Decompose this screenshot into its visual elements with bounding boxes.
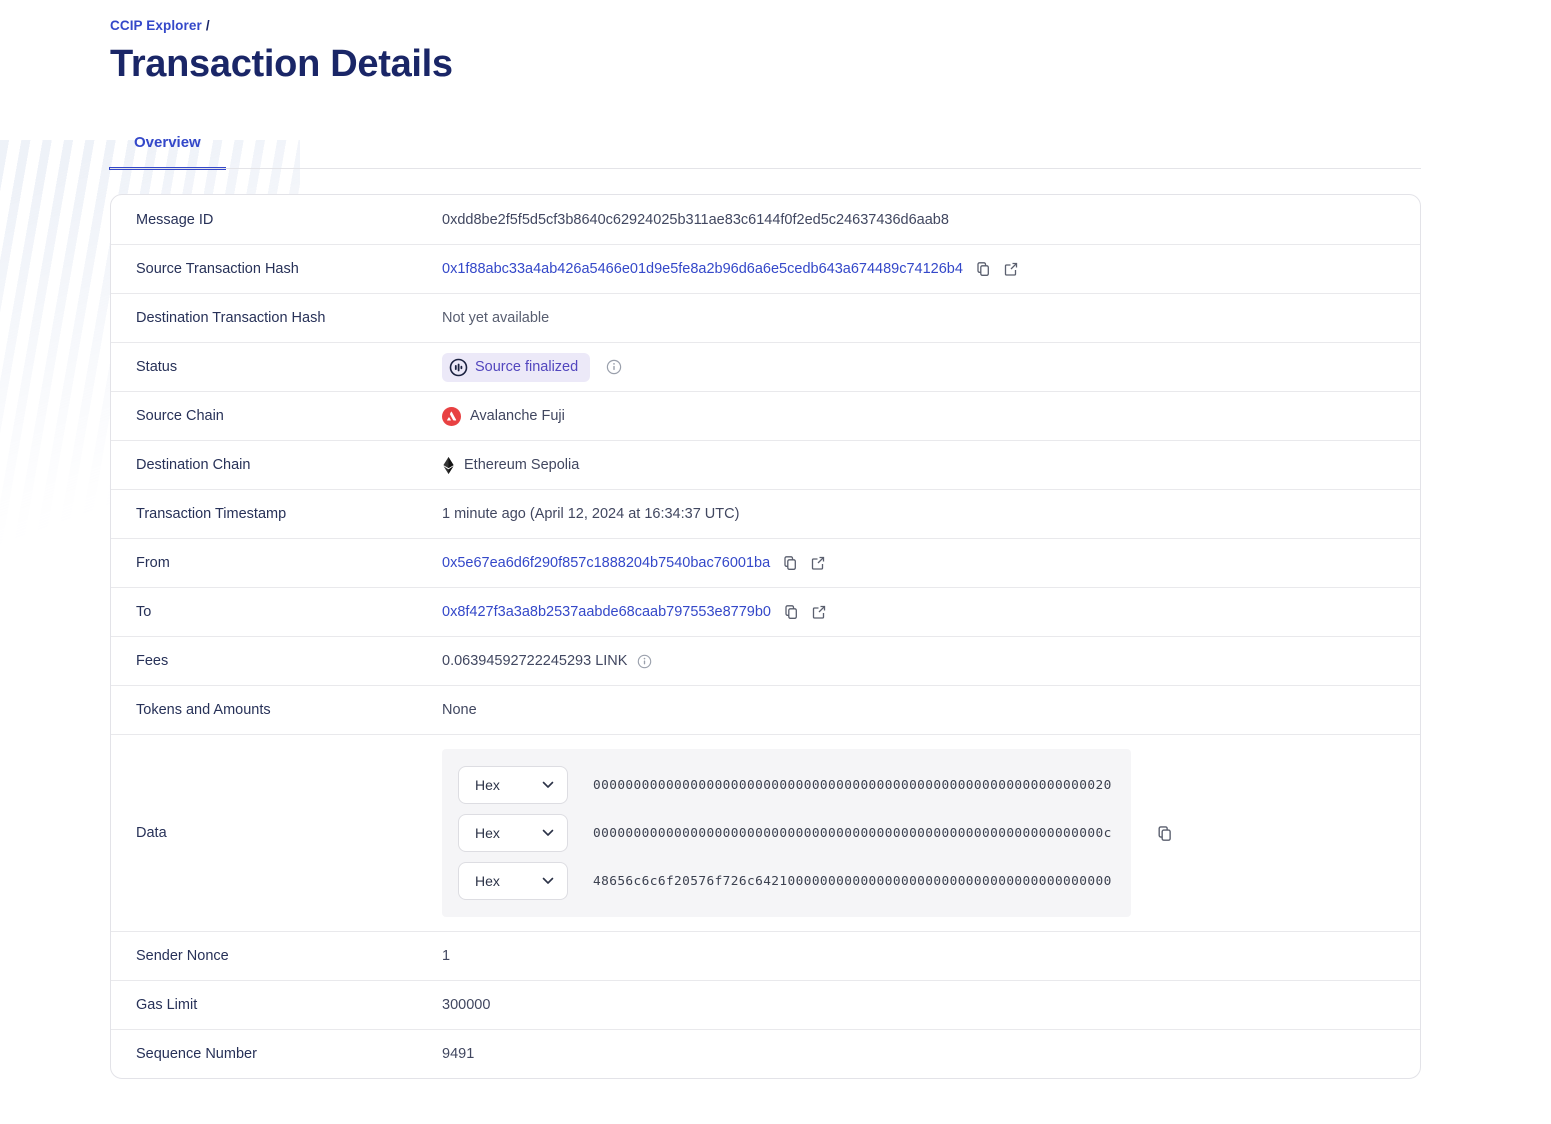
hex-encoding-select[interactable]: Hex — [458, 766, 568, 804]
data-hex-value: 48656c6c6f20576f726c64210000000000000000… — [593, 873, 1112, 889]
dest-tx-hash-label: Destination Transaction Hash — [136, 310, 326, 326]
table-row-sender-nonce: Sender Nonce 1 — [111, 931, 1420, 980]
data-label: Data — [136, 825, 167, 841]
table-row-dest-chain: Destination Chain Ethereum Sepolia — [111, 440, 1420, 489]
source-chain-label: Source Chain — [136, 408, 224, 424]
data-line: Hex 000000000000000000000000000000000000… — [458, 814, 1115, 852]
tab-overview[interactable]: Overview — [109, 134, 226, 170]
to-address-link[interactable]: 0x8f427f3a3a8b2537aabde68caab797553e8779… — [442, 604, 771, 620]
message-id-value: 0xdd8be2f5f5d5cf3b8640c62924025b311ae83c… — [442, 211, 949, 228]
sequence-number-label: Sequence Number — [136, 1046, 257, 1062]
table-row-fees: Fees 0.06394592722245293 LINK — [111, 636, 1420, 685]
transaction-details-table: Message ID 0xdd8be2f5f5d5cf3b8640c629240… — [110, 194, 1421, 1079]
table-row-gas-limit: Gas Limit 300000 — [111, 980, 1420, 1029]
dest-chain-label: Destination Chain — [136, 457, 251, 473]
breadcrumb: CCIP Explorer / — [110, 18, 1421, 33]
table-row-status: Status Source finalized — [111, 342, 1420, 391]
avalanche-icon — [442, 406, 461, 426]
breadcrumb-ccip-explorer-link[interactable]: CCIP Explorer — [110, 18, 202, 33]
table-row-message-id: Message ID 0xdd8be2f5f5d5cf3b8640c629240… — [111, 195, 1420, 244]
hex-encoding-select[interactable]: Hex — [458, 862, 568, 900]
table-row-source-chain: Source Chain Avalanche Fuji — [111, 391, 1420, 440]
timestamp-label: Transaction Timestamp — [136, 506, 287, 522]
table-row-from: From 0x5e67ea6d6f290f857c1888204b7540bac… — [111, 538, 1420, 587]
external-link-icon[interactable] — [1003, 261, 1019, 277]
timestamp-value: 1 minute ago (April 12, 2024 at 16:34:37… — [442, 506, 740, 522]
source-chain-value: Avalanche Fuji — [470, 408, 565, 424]
data-line: Hex 48656c6c6f20576f726c6421000000000000… — [458, 862, 1115, 900]
status-label: Status — [136, 359, 178, 375]
dest-tx-hash-value: Not yet available — [442, 310, 550, 326]
chevron-down-icon — [542, 829, 554, 837]
data-line: Hex 000000000000000000000000000000000000… — [458, 766, 1115, 804]
hex-encoding-select[interactable]: Hex — [458, 814, 568, 852]
from-label: From — [136, 555, 170, 571]
gas-limit-value: 300000 — [442, 997, 491, 1013]
data-hex-value: 0000000000000000000000000000000000000000… — [593, 825, 1112, 841]
chevron-down-icon — [542, 781, 554, 789]
sequence-number-value: 9491 — [442, 1046, 475, 1062]
page-title: Transaction Details — [110, 43, 453, 85]
breadcrumb-separator: / — [205, 18, 210, 33]
table-row-to: To 0x8f427f3a3a8b2537aabde68caab797553e8… — [111, 587, 1420, 636]
table-row-timestamp: Transaction Timestamp 1 minute ago (Apri… — [111, 489, 1420, 538]
chevron-down-icon — [542, 877, 554, 885]
fees-label: Fees — [136, 653, 169, 669]
tokens-value: None — [442, 702, 477, 718]
copy-icon[interactable] — [975, 261, 991, 277]
hex-select-value: Hex — [475, 825, 500, 841]
table-row-dest-tx-hash: Destination Transaction Hash Not yet ava… — [111, 293, 1420, 342]
data-hex-value: 0000000000000000000000000000000000000000… — [593, 777, 1112, 793]
table-row-source-tx-hash: Source Transaction Hash 0x1f88abc33a4ab4… — [111, 244, 1420, 293]
gas-limit-label: Gas Limit — [136, 997, 198, 1013]
from-address-link[interactable]: 0x5e67ea6d6f290f857c1888204b7540bac76001… — [442, 555, 771, 571]
tab-bar-rule — [110, 168, 1421, 169]
copy-icon[interactable] — [1156, 825, 1173, 842]
table-row-data: Data Hex 0000000000000000000000000000000… — [111, 734, 1420, 931]
ethereum-icon — [442, 456, 455, 475]
fees-value: 0.06394592722245293 LINK — [442, 653, 628, 669]
info-icon[interactable] — [606, 359, 622, 375]
status-badge-label: Source finalized — [475, 359, 579, 375]
dest-chain-value: Ethereum Sepolia — [464, 457, 580, 473]
table-row-tokens: Tokens and Amounts None — [111, 685, 1420, 734]
status-progress-icon — [449, 358, 468, 377]
data-hex-box: Hex 000000000000000000000000000000000000… — [442, 749, 1131, 917]
copy-icon[interactable] — [783, 604, 799, 620]
external-link-icon[interactable] — [811, 604, 827, 620]
status-badge: Source finalized — [442, 352, 591, 382]
source-tx-hash-label: Source Transaction Hash — [136, 261, 299, 277]
table-row-sequence-number: Sequence Number 9491 — [111, 1029, 1420, 1078]
sender-nonce-label: Sender Nonce — [136, 948, 229, 964]
tab-overview-label: Overview — [134, 134, 201, 151]
sender-nonce-value: 1 — [442, 948, 451, 964]
external-link-icon[interactable] — [810, 555, 826, 571]
hex-select-value: Hex — [475, 777, 500, 793]
message-id-label: Message ID — [136, 211, 214, 228]
hex-select-value: Hex — [475, 873, 500, 889]
copy-icon[interactable] — [782, 555, 798, 571]
info-icon[interactable] — [637, 654, 652, 669]
transaction-details-page: CCIP Explorer / Transaction Details Overv… — [109, 18, 1421, 1079]
to-label: To — [136, 604, 152, 620]
tab-bar: Overview — [109, 134, 1421, 170]
tokens-label: Tokens and Amounts — [136, 702, 271, 718]
source-tx-hash-link[interactable]: 0x1f88abc33a4ab426a5466e01d9e5fe8a2b96d6… — [442, 261, 963, 277]
